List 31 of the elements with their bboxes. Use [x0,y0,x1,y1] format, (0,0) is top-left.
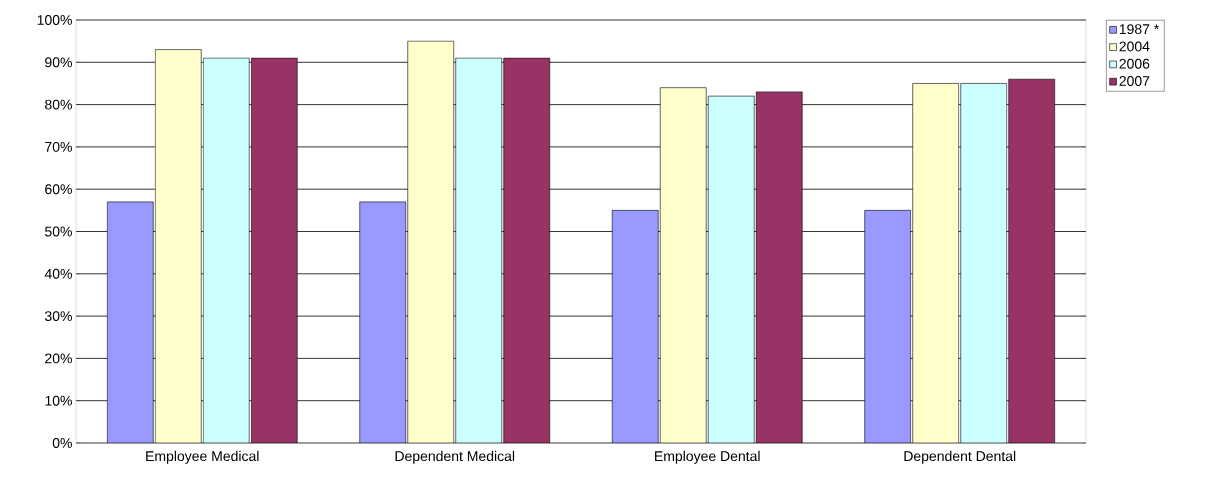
y-tick-label: 50% [45,226,72,237]
y-tick-label: 10% [45,395,72,406]
bar [1008,78,1056,443]
y-tick-label: 60% [45,184,72,195]
y-tick-label: 90% [45,57,72,68]
y-tick-label: 30% [44,311,72,322]
y-tick-label: 40% [44,268,72,279]
bar [611,210,659,443]
y-tick-label: 100% [37,15,72,25]
y-tick-label: 20% [45,353,72,364]
bar [202,57,250,443]
x-tick-label: Employee Medical [146,450,259,464]
y-tick-label: 0% [52,438,72,448]
bar [455,57,503,443]
bar [864,210,912,443]
legend-label: 1987 * [1119,24,1160,35]
x-tick-label: Dependent Dental [904,450,1016,464]
bar [755,91,803,443]
legend-label: 2004 [1119,41,1150,52]
bar [707,95,755,443]
bar [960,83,1008,443]
y-tick-label: 70% [45,141,72,152]
bar [359,201,407,443]
bar [106,201,154,443]
x-tick-label: Employee Dental [655,450,760,464]
y-tick-label: 80% [45,99,72,110]
bar [503,57,551,443]
x-tick-label: Dependent Medical [395,450,515,464]
legend-label: 2006 [1119,58,1150,69]
legend-label: 2007 [1119,76,1150,86]
bar [250,57,298,443]
